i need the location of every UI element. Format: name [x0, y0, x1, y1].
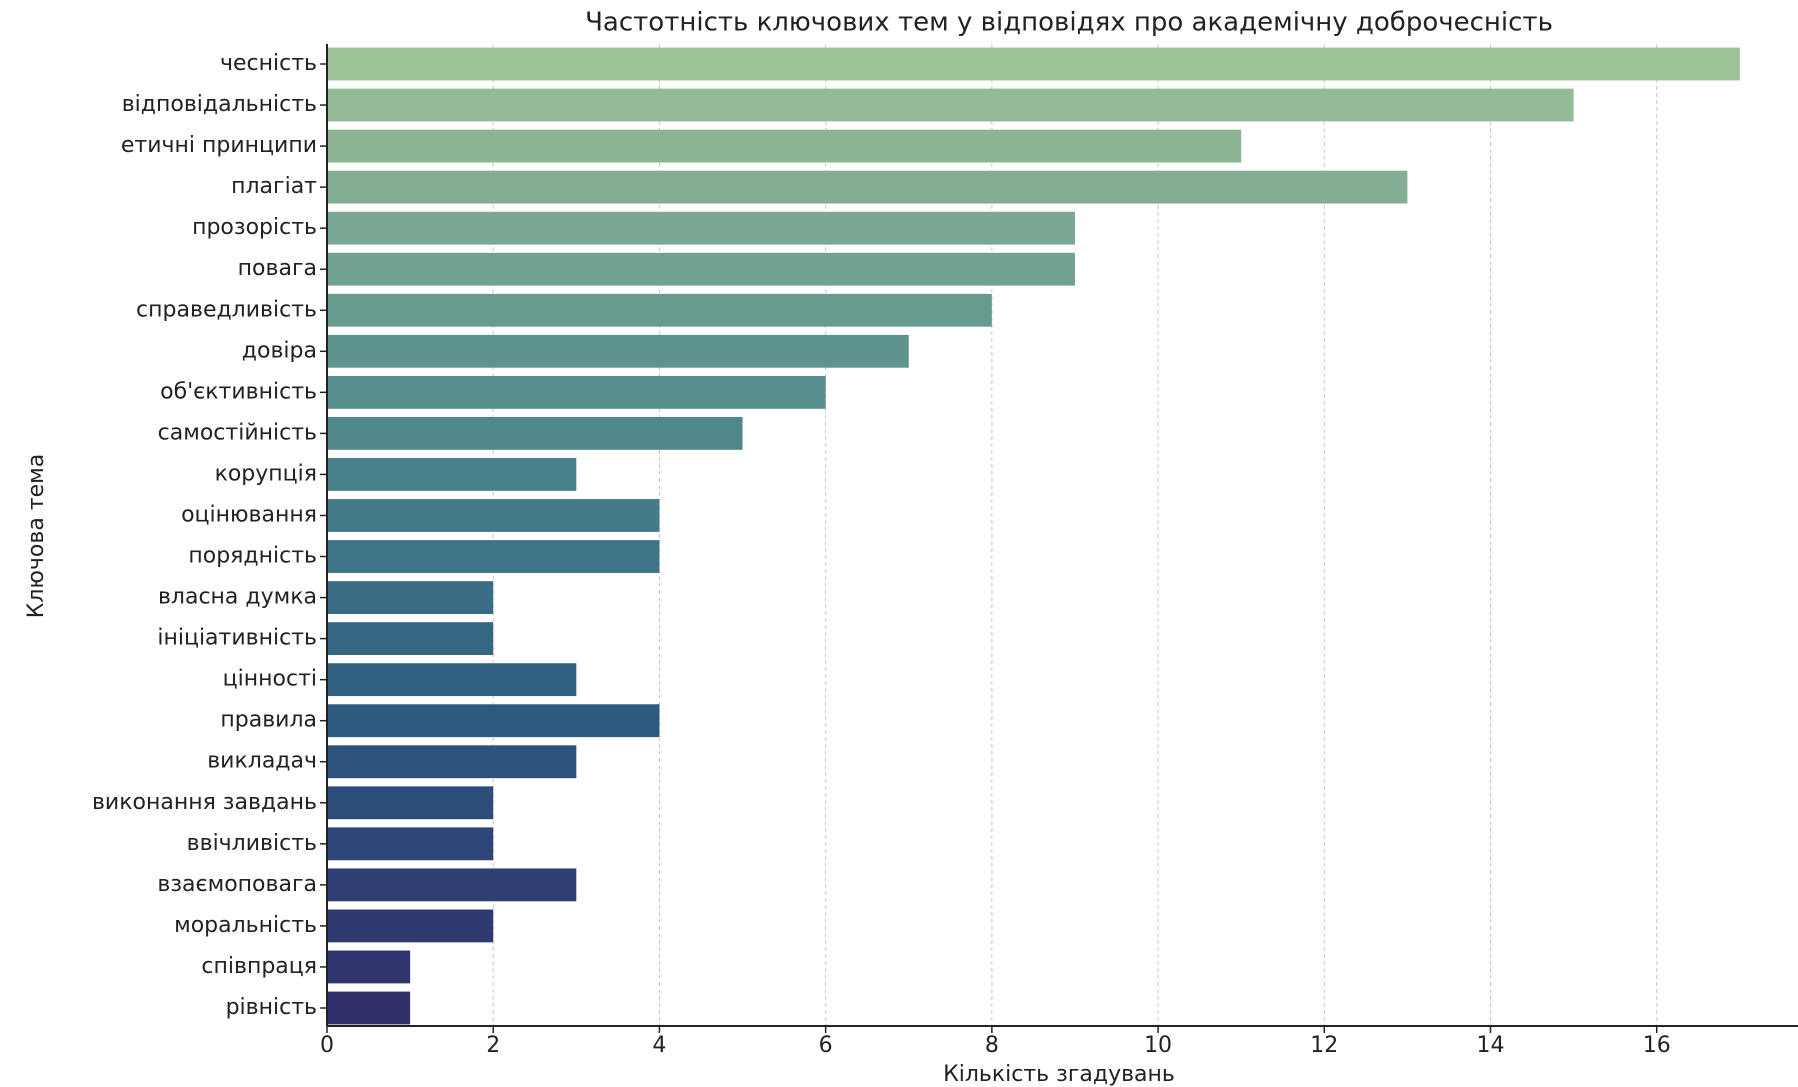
bar — [327, 170, 1408, 204]
y-tick-label: співпраця — [201, 954, 317, 979]
bar — [327, 416, 743, 450]
y-tick-label: взаємоповага — [157, 872, 317, 897]
y-tick-label: етичні принципи — [121, 133, 317, 158]
y-tick-label: рівність — [226, 995, 317, 1020]
y-tick-label: повага — [238, 256, 317, 281]
bar — [327, 827, 494, 861]
bar — [327, 745, 577, 779]
y-tick-label: моральність — [174, 913, 317, 938]
bar — [327, 950, 411, 984]
chart-title: Частотність ключових тем у відповідях пр… — [585, 8, 1553, 38]
bar — [327, 663, 577, 697]
bar — [327, 211, 1075, 245]
y-tick-label: цінності — [223, 667, 317, 692]
bar — [327, 88, 1574, 122]
x-tick-label: 4 — [652, 1033, 666, 1058]
x-tick-label: 12 — [1310, 1033, 1338, 1058]
bar — [327, 868, 577, 902]
y-tick-label: правила — [220, 708, 317, 733]
x-tick-label: 16 — [1643, 1033, 1671, 1058]
y-tick-label: оцінювання — [181, 502, 317, 527]
x-axis-label: Кількість згадувань — [943, 1062, 1175, 1087]
y-tick-label: відповідальність — [122, 92, 317, 117]
y-tick-label: виконання завдань — [92, 790, 317, 815]
bar — [327, 622, 494, 656]
bar — [327, 704, 660, 738]
y-tick-label: об'єктивність — [160, 379, 317, 404]
x-tick-label: 0 — [320, 1033, 334, 1058]
bar — [327, 581, 494, 614]
bar — [327, 375, 826, 409]
y-axis-label: Ключова тема — [24, 454, 49, 619]
bar — [327, 129, 1242, 163]
x-tick-label: 10 — [1144, 1033, 1172, 1058]
y-tick-label: корупція — [215, 461, 317, 486]
bar — [327, 991, 411, 1025]
bar — [327, 909, 494, 943]
bar — [327, 252, 1075, 286]
y-tick-label: справедливість — [136, 297, 317, 322]
y-tick-label: власна думка — [158, 585, 317, 610]
y-tick-label: викладач — [207, 749, 317, 774]
bar — [327, 540, 660, 573]
x-tick-label: 2 — [486, 1033, 500, 1058]
bar — [327, 334, 909, 368]
x-tick-label: 14 — [1477, 1033, 1505, 1058]
y-tick-label: довіра — [242, 338, 317, 363]
bar — [327, 458, 577, 491]
y-tick-label: плагіат — [231, 174, 317, 199]
bar — [327, 293, 992, 327]
x-tick-label: 6 — [819, 1033, 833, 1058]
bar — [327, 499, 660, 532]
y-tick-label: чесність — [220, 51, 317, 76]
bar — [327, 786, 494, 820]
y-tick-label: ввічливість — [187, 831, 317, 856]
y-tick-label: порядність — [188, 544, 317, 569]
y-tick-label: ініціативність — [157, 626, 317, 651]
y-tick-label: прозорість — [192, 215, 317, 240]
y-tick-label: самостійність — [158, 420, 317, 445]
x-tick-label: 8 — [985, 1033, 999, 1058]
bar — [327, 47, 1740, 81]
